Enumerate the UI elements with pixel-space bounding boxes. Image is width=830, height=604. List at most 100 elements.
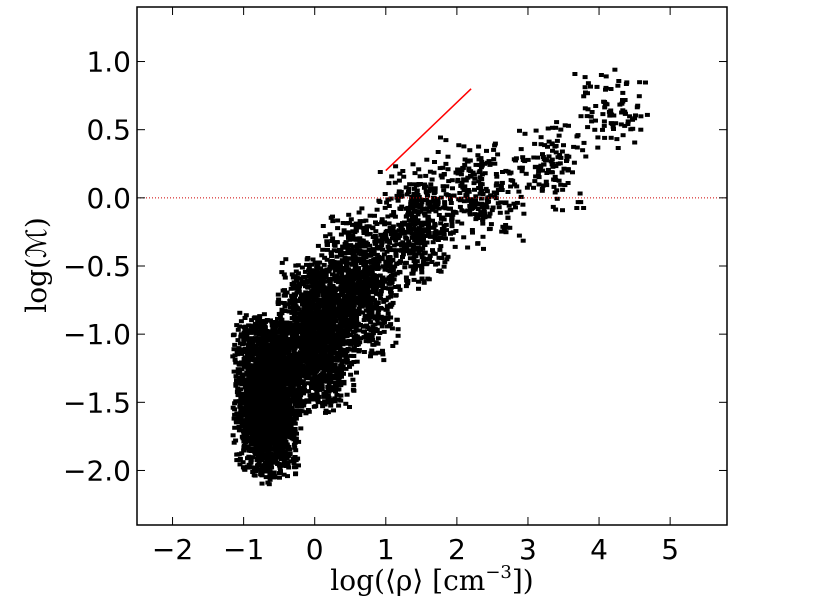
data-point: [318, 266, 324, 271]
data-point: [267, 398, 273, 403]
data-point: [283, 343, 289, 348]
data-point: [251, 316, 257, 321]
data-point: [369, 272, 375, 277]
data-point: [279, 270, 285, 275]
data-point: [309, 380, 315, 385]
data-point: [300, 292, 306, 297]
data-point: [262, 415, 268, 420]
data-point: [366, 339, 372, 344]
data-point: [380, 247, 385, 252]
data-point: [342, 255, 348, 260]
data-point: [315, 243, 321, 248]
data-point: [357, 258, 363, 263]
data-point: [244, 395, 250, 399]
data-point: [235, 338, 241, 343]
data-point: [275, 414, 281, 419]
data-point: [283, 439, 289, 444]
data-point: [293, 440, 298, 445]
data-point: [321, 378, 327, 383]
data-point: [234, 411, 240, 416]
data-point: [290, 307, 296, 312]
data-point: [245, 439, 251, 444]
data-point: [262, 367, 268, 372]
data-point: [324, 326, 330, 330]
data-point: [270, 341, 275, 346]
data-point: [282, 275, 288, 280]
data-point: [249, 425, 255, 429]
data-point: [296, 351, 302, 356]
data-point: [275, 363, 281, 367]
data-point: [329, 350, 335, 355]
data-point: [321, 367, 327, 372]
data-point: [287, 420, 293, 425]
data-point: [276, 336, 282, 341]
data-point: [305, 256, 311, 260]
data-point: [343, 401, 349, 406]
data-point: [260, 381, 266, 386]
data-point: [348, 372, 354, 377]
data-point: [354, 343, 360, 347]
data-point: [342, 334, 348, 339]
data-point: [377, 331, 383, 335]
data-point: [252, 344, 258, 349]
data-point: [353, 308, 359, 313]
data-point: [242, 467, 248, 472]
data-point: [281, 458, 287, 463]
data-point: [363, 252, 369, 257]
data-point: [263, 428, 269, 433]
data-point: [338, 251, 343, 255]
data-point: [297, 409, 303, 413]
data-point: [243, 399, 248, 404]
data-point: [352, 314, 357, 319]
data-point: [340, 319, 346, 324]
data-point: [291, 461, 297, 465]
data-point: [281, 301, 287, 305]
data-point: [241, 445, 247, 450]
data-point: [277, 396, 283, 401]
data-point: [266, 418, 272, 423]
data-point: [353, 295, 359, 300]
data-point: [373, 351, 378, 356]
data-point: [346, 235, 351, 240]
data-point: [234, 458, 240, 463]
data-point: [293, 401, 299, 406]
data-point: [276, 451, 281, 456]
data-point: [289, 397, 295, 402]
data-point: [264, 349, 270, 354]
data-point: [237, 416, 243, 421]
data-point: [301, 386, 307, 391]
data-point: [243, 313, 249, 318]
data-point: [261, 353, 267, 358]
data-point: [324, 257, 330, 262]
data-point: [328, 335, 334, 340]
data-point: [311, 396, 316, 401]
data-point: [363, 297, 369, 302]
data-point: [241, 325, 247, 330]
data-point: [382, 319, 388, 324]
data-point: [306, 399, 312, 404]
data-point: [266, 318, 272, 323]
data-point: [328, 361, 334, 366]
data-point: [388, 264, 394, 269]
data-point: [375, 336, 381, 341]
data-point: [293, 284, 299, 288]
data-point: [232, 353, 238, 358]
data-point: [268, 414, 274, 418]
data-point: [276, 330, 281, 335]
data-point: [380, 352, 386, 357]
data-point: [357, 340, 363, 345]
data-point: [315, 305, 321, 310]
data-point: [353, 237, 359, 242]
data-point: [263, 440, 269, 444]
data-point: [277, 328, 283, 332]
data-point: [329, 239, 335, 243]
data-point: [289, 272, 295, 277]
data-point: [241, 448, 247, 453]
data-point: [311, 292, 317, 297]
data-point: [328, 295, 334, 300]
data-point: [330, 386, 336, 391]
data-point: [378, 288, 384, 293]
data-point: [248, 458, 254, 463]
data-point: [289, 316, 295, 321]
data-point: [250, 392, 255, 397]
